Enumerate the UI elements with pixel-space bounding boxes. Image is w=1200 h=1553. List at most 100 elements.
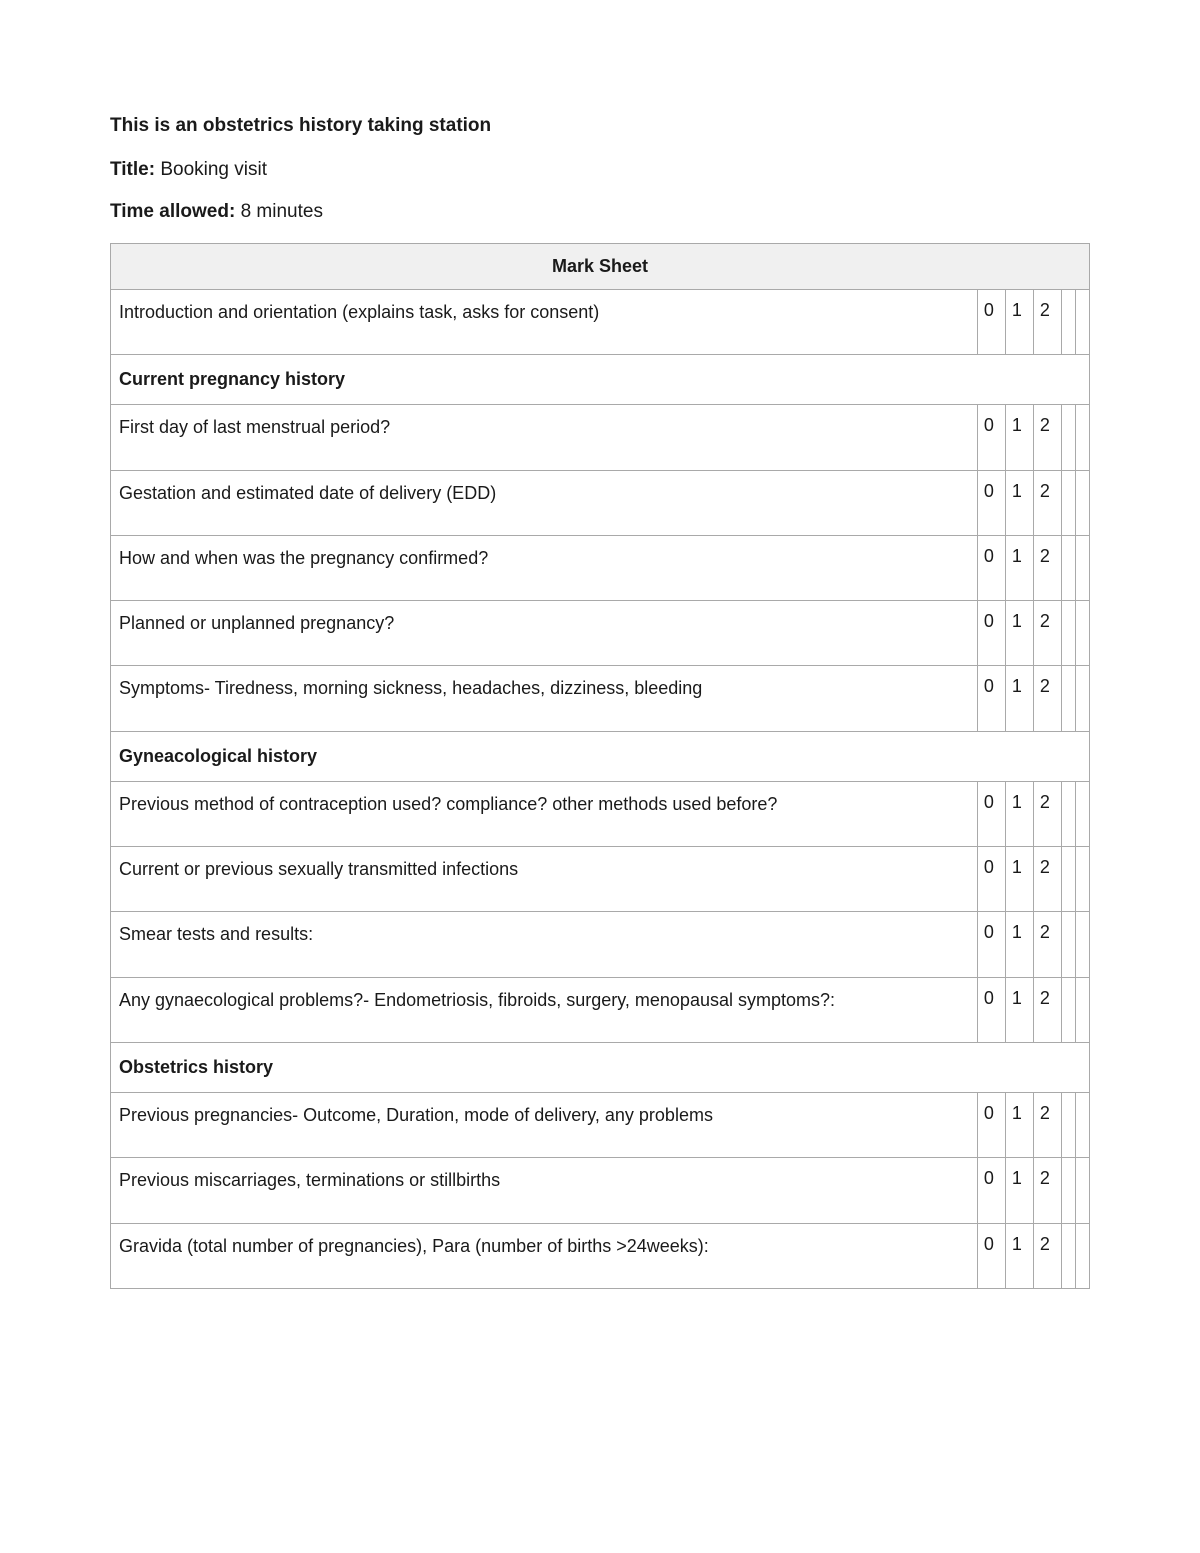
blank-cell[interactable] [1061, 470, 1075, 535]
score-cell-2[interactable]: 2 [1033, 847, 1061, 912]
title-line: Title: Booking visit [110, 159, 1090, 181]
score-cell-2[interactable]: 2 [1033, 470, 1061, 535]
title-value: Booking visit [160, 159, 267, 180]
score-cell-0[interactable]: 0 [977, 912, 1005, 977]
score-cell-0[interactable]: 0 [977, 1223, 1005, 1288]
score-cell-1[interactable]: 1 [1005, 1223, 1033, 1288]
section-label: Current pregnancy history [111, 355, 1090, 405]
blank-cell[interactable] [1075, 1158, 1089, 1223]
score-cell-1[interactable]: 1 [1005, 847, 1033, 912]
item-label: Gravida (total number of pregnancies), P… [111, 1223, 978, 1288]
score-cell-0[interactable]: 0 [977, 847, 1005, 912]
item-label: Planned or unplanned pregnancy? [111, 601, 978, 666]
score-cell-0[interactable]: 0 [977, 977, 1005, 1042]
blank-cell[interactable] [1075, 1092, 1089, 1157]
table-row: Gravida (total number of pregnancies), P… [111, 1223, 1090, 1288]
score-cell-0[interactable]: 0 [977, 1158, 1005, 1223]
score-cell-1[interactable]: 1 [1005, 781, 1033, 846]
item-label: Previous miscarriages, terminations or s… [111, 1158, 978, 1223]
blank-cell[interactable] [1061, 1223, 1075, 1288]
blank-cell[interactable] [1075, 847, 1089, 912]
table-row: Previous method of contraception used? c… [111, 781, 1090, 846]
score-cell-1[interactable]: 1 [1005, 290, 1033, 355]
score-cell-2[interactable]: 2 [1033, 535, 1061, 600]
score-cell-2[interactable]: 2 [1033, 1223, 1061, 1288]
score-cell-0[interactable]: 0 [977, 405, 1005, 470]
item-label: Previous method of contraception used? c… [111, 781, 978, 846]
score-cell-1[interactable]: 1 [1005, 912, 1033, 977]
score-cell-1[interactable]: 1 [1005, 977, 1033, 1042]
section-label: Obstetrics history [111, 1042, 1090, 1092]
section-row: Obstetrics history [111, 1042, 1090, 1092]
blank-cell[interactable] [1075, 470, 1089, 535]
score-cell-2[interactable]: 2 [1033, 290, 1061, 355]
page-heading: This is an obstetrics history taking sta… [110, 115, 1090, 137]
table-row: Symptoms- Tiredness, morning sickness, h… [111, 666, 1090, 731]
score-cell-2[interactable]: 2 [1033, 666, 1061, 731]
item-label: Previous pregnancies- Outcome, Duration,… [111, 1092, 978, 1157]
blank-cell[interactable] [1061, 405, 1075, 470]
item-label: Symptoms- Tiredness, morning sickness, h… [111, 666, 978, 731]
item-label: Any gynaecological problems?- Endometrio… [111, 977, 978, 1042]
item-label: Gestation and estimated date of delivery… [111, 470, 978, 535]
score-cell-1[interactable]: 1 [1005, 405, 1033, 470]
blank-cell[interactable] [1061, 1158, 1075, 1223]
time-line: Time allowed: 8 minutes [110, 201, 1090, 223]
item-label: Smear tests and results: [111, 912, 978, 977]
score-cell-2[interactable]: 2 [1033, 1092, 1061, 1157]
blank-cell[interactable] [1075, 601, 1089, 666]
table-row: Previous pregnancies- Outcome, Duration,… [111, 1092, 1090, 1157]
blank-cell[interactable] [1061, 847, 1075, 912]
blank-cell[interactable] [1075, 912, 1089, 977]
table-header-row: Mark Sheet [111, 244, 1090, 290]
blank-cell[interactable] [1061, 1092, 1075, 1157]
score-cell-0[interactable]: 0 [977, 290, 1005, 355]
section-row: Current pregnancy history [111, 355, 1090, 405]
blank-cell[interactable] [1061, 601, 1075, 666]
score-cell-1[interactable]: 1 [1005, 1092, 1033, 1157]
score-cell-1[interactable]: 1 [1005, 1158, 1033, 1223]
score-cell-1[interactable]: 1 [1005, 601, 1033, 666]
item-label: Current or previous sexually transmitted… [111, 847, 978, 912]
score-cell-2[interactable]: 2 [1033, 405, 1061, 470]
blank-cell[interactable] [1061, 977, 1075, 1042]
title-label: Title: [110, 159, 155, 180]
score-cell-2[interactable]: 2 [1033, 601, 1061, 666]
score-cell-2[interactable]: 2 [1033, 912, 1061, 977]
table-row: Smear tests and results:012 [111, 912, 1090, 977]
score-cell-1[interactable]: 1 [1005, 666, 1033, 731]
table-title: Mark Sheet [111, 244, 1090, 290]
score-cell-0[interactable]: 0 [977, 535, 1005, 600]
score-cell-0[interactable]: 0 [977, 470, 1005, 535]
score-cell-0[interactable]: 0 [977, 781, 1005, 846]
time-label: Time allowed: [110, 201, 235, 222]
score-cell-1[interactable]: 1 [1005, 470, 1033, 535]
blank-cell[interactable] [1075, 535, 1089, 600]
score-cell-0[interactable]: 0 [977, 1092, 1005, 1157]
blank-cell[interactable] [1075, 977, 1089, 1042]
blank-cell[interactable] [1061, 781, 1075, 846]
score-cell-0[interactable]: 0 [977, 601, 1005, 666]
item-label: How and when was the pregnancy confirmed… [111, 535, 978, 600]
score-cell-2[interactable]: 2 [1033, 781, 1061, 846]
blank-cell[interactable] [1061, 912, 1075, 977]
table-row: Introduction and orientation (explains t… [111, 290, 1090, 355]
table-row: Gestation and estimated date of delivery… [111, 470, 1090, 535]
blank-cell[interactable] [1075, 666, 1089, 731]
blank-cell[interactable] [1075, 290, 1089, 355]
time-value: 8 minutes [241, 201, 323, 222]
blank-cell[interactable] [1061, 666, 1075, 731]
score-cell-2[interactable]: 2 [1033, 977, 1061, 1042]
blank-cell[interactable] [1075, 781, 1089, 846]
score-cell-1[interactable]: 1 [1005, 535, 1033, 600]
blank-cell[interactable] [1075, 405, 1089, 470]
section-label: Gyneacological history [111, 731, 1090, 781]
blank-cell[interactable] [1061, 290, 1075, 355]
section-row: Gyneacological history [111, 731, 1090, 781]
score-cell-2[interactable]: 2 [1033, 1158, 1061, 1223]
table-row: First day of last menstrual period?012 [111, 405, 1090, 470]
score-cell-0[interactable]: 0 [977, 666, 1005, 731]
blank-cell[interactable] [1075, 1223, 1089, 1288]
blank-cell[interactable] [1061, 535, 1075, 600]
page: This is an obstetrics history taking sta… [0, 0, 1200, 1553]
